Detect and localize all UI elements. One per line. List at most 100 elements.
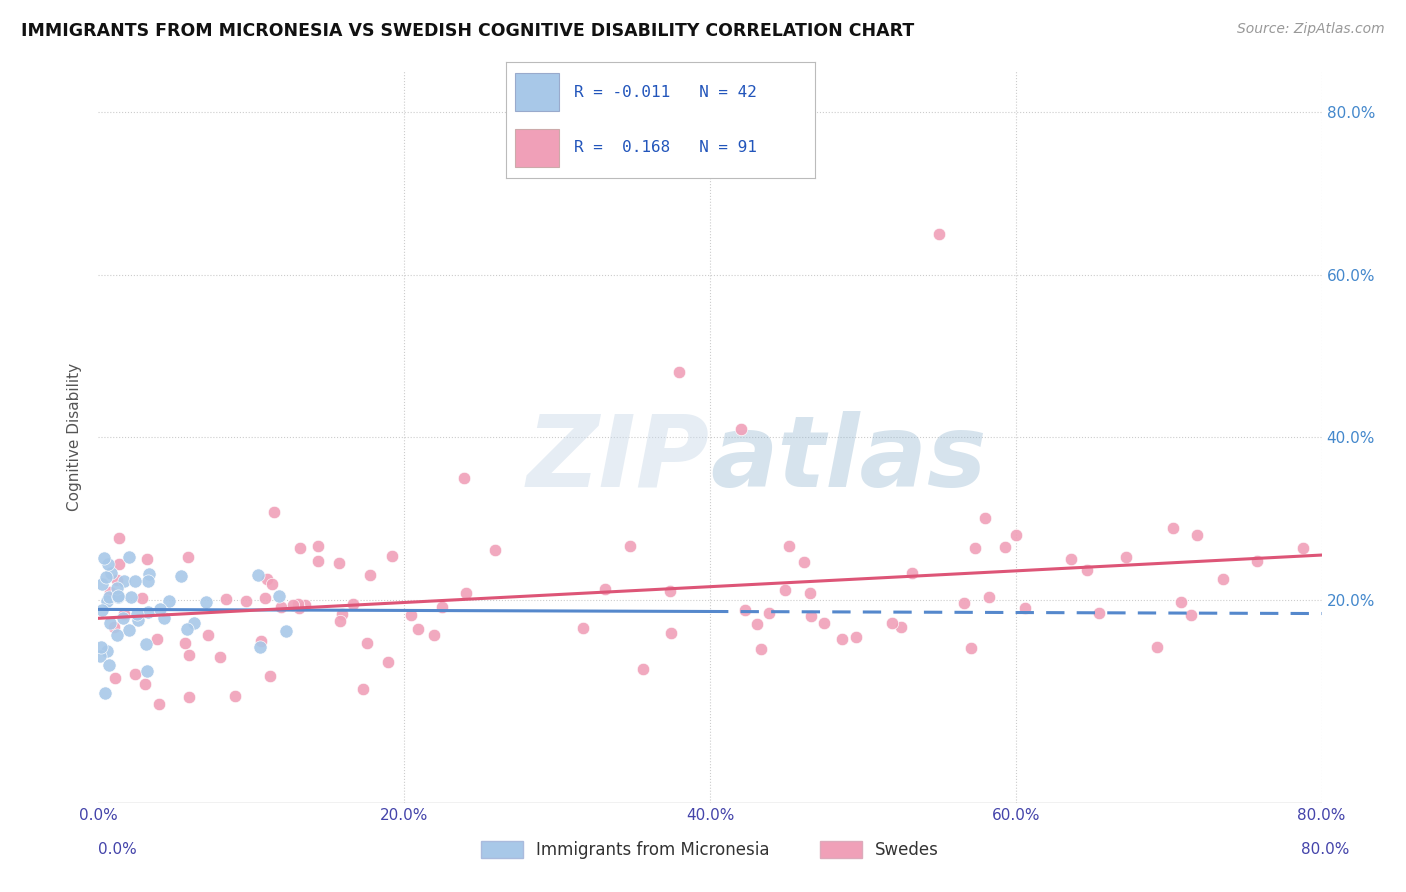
- Point: [100, 566, 122, 581]
- Point: [1060, 552, 1083, 566]
- Point: [831, 632, 853, 647]
- Point: [120, 590, 142, 604]
- Point: [108, 557, 131, 571]
- Point: [235, 593, 257, 607]
- Point: [157, 594, 180, 608]
- Point: [1185, 527, 1208, 541]
- Point: [900, 566, 922, 580]
- Point: [734, 603, 756, 617]
- Point: [800, 609, 823, 624]
- Point: [183, 615, 205, 630]
- Point: [283, 598, 305, 612]
- Point: [118, 549, 141, 564]
- Point: [1014, 601, 1036, 615]
- Point: [124, 574, 146, 588]
- Point: [813, 615, 835, 630]
- Point: [208, 649, 231, 664]
- Point: [135, 637, 157, 651]
- Point: [94, 686, 117, 700]
- Point: [307, 539, 329, 553]
- Point: [89, 648, 111, 663]
- Point: [977, 590, 1000, 604]
- Point: [974, 511, 997, 525]
- Point: [90, 640, 112, 654]
- Point: [758, 606, 780, 620]
- Point: [329, 614, 352, 628]
- Point: [1246, 554, 1268, 568]
- Point: [1004, 527, 1026, 541]
- Point: [294, 599, 316, 613]
- Point: [111, 611, 134, 625]
- Point: [845, 630, 868, 644]
- Point: [91, 603, 114, 617]
- Point: [98, 658, 121, 673]
- Point: [1161, 521, 1184, 535]
- Point: [263, 505, 285, 519]
- Point: [96, 570, 118, 584]
- Point: [148, 697, 170, 711]
- Point: [262, 577, 284, 591]
- Point: [197, 628, 219, 642]
- Point: [254, 591, 277, 606]
- Point: [112, 574, 135, 588]
- Point: [749, 641, 772, 656]
- Point: [90, 576, 112, 591]
- Point: [177, 549, 200, 564]
- Point: [960, 640, 983, 655]
- Point: [799, 585, 821, 599]
- Point: [572, 621, 595, 635]
- Point: [1146, 640, 1168, 655]
- Point: [454, 585, 477, 599]
- Point: [96, 594, 118, 608]
- Point: [125, 607, 148, 621]
- Point: [105, 581, 128, 595]
- Point: [778, 539, 800, 553]
- Point: [287, 597, 309, 611]
- Point: [138, 574, 160, 589]
- Point: [1292, 541, 1315, 555]
- Point: [377, 656, 399, 670]
- Point: [928, 227, 950, 241]
- Point: [249, 640, 271, 655]
- Point: [328, 556, 350, 570]
- Point: [138, 567, 160, 582]
- Point: [246, 568, 269, 582]
- Point: [195, 595, 218, 609]
- Point: [179, 690, 201, 704]
- Point: [342, 597, 364, 611]
- Point: [631, 662, 654, 676]
- Bar: [516, 73, 558, 112]
- Point: [432, 600, 454, 615]
- Text: 0.0%: 0.0%: [98, 842, 138, 856]
- Point: [170, 569, 193, 583]
- Point: [256, 572, 278, 586]
- Text: 80.0%: 80.0%: [1302, 842, 1350, 856]
- Point: [98, 585, 121, 599]
- Point: [96, 644, 118, 658]
- Point: [93, 550, 115, 565]
- Point: [127, 613, 149, 627]
- Point: [658, 583, 681, 598]
- Point: [593, 582, 616, 597]
- Point: [330, 607, 353, 622]
- Point: [174, 636, 197, 650]
- Point: [484, 542, 506, 557]
- Point: [965, 541, 987, 555]
- Point: [1212, 572, 1234, 586]
- Point: [1088, 606, 1111, 620]
- Point: [773, 582, 796, 597]
- Point: [668, 365, 690, 379]
- Point: [124, 666, 146, 681]
- Point: [1115, 550, 1137, 565]
- Point: [1076, 563, 1098, 577]
- Point: [136, 605, 159, 619]
- Point: [224, 689, 246, 703]
- Point: [994, 540, 1017, 554]
- Point: [107, 589, 129, 603]
- Text: ZIP: ZIP: [527, 410, 710, 508]
- Text: IMMIGRANTS FROM MICRONESIA VS SWEDISH COGNITIVE DISABILITY CORRELATION CHART: IMMIGRANTS FROM MICRONESIA VS SWEDISH CO…: [21, 22, 914, 40]
- Point: [1170, 594, 1192, 608]
- Point: [136, 551, 159, 566]
- Point: [103, 619, 125, 633]
- Text: atlas: atlas: [710, 410, 987, 508]
